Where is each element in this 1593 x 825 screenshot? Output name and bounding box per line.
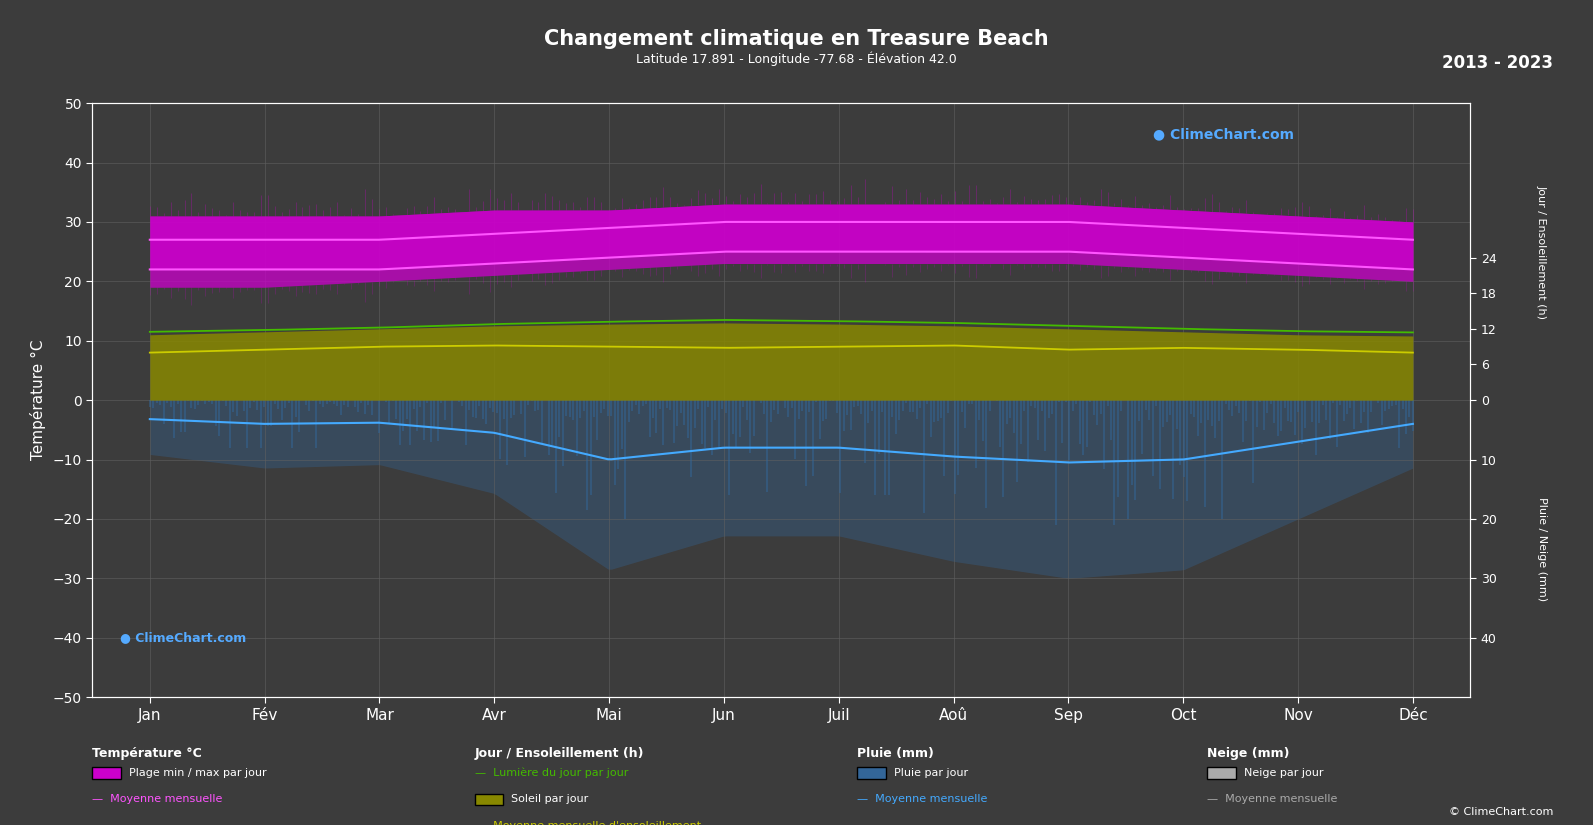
Text: —  Moyenne mensuelle: — Moyenne mensuelle — [1207, 794, 1338, 804]
Text: Soleil par jour: Soleil par jour — [511, 794, 588, 804]
Text: —  Moyenne mensuelle: — Moyenne mensuelle — [92, 794, 223, 804]
Text: Température °C: Température °C — [92, 747, 202, 760]
Text: Jour / Ensoleillement (h): Jour / Ensoleillement (h) — [1537, 185, 1547, 318]
Text: Neige par jour: Neige par jour — [1244, 768, 1324, 778]
Text: Latitude 17.891 - Longitude -77.68 - Élévation 42.0: Latitude 17.891 - Longitude -77.68 - Élé… — [636, 51, 957, 66]
Y-axis label: Température °C: Température °C — [30, 340, 46, 460]
Text: Changement climatique en Treasure Beach: Changement climatique en Treasure Beach — [545, 29, 1048, 49]
Text: ● ClimeChart.com: ● ClimeChart.com — [1153, 127, 1295, 141]
Text: Pluie (mm): Pluie (mm) — [857, 747, 933, 760]
Text: Neige (mm): Neige (mm) — [1207, 747, 1290, 760]
Text: —  Moyenne mensuelle: — Moyenne mensuelle — [857, 794, 988, 804]
Text: Plage min / max par jour: Plage min / max par jour — [129, 768, 266, 778]
Text: Pluie / Neige (mm): Pluie / Neige (mm) — [1537, 497, 1547, 601]
Text: Pluie par jour: Pluie par jour — [894, 768, 969, 778]
Text: 2013 - 2023: 2013 - 2023 — [1442, 54, 1553, 72]
Text: —  Moyenne mensuelle d'ensoleillement: — Moyenne mensuelle d'ensoleillement — [475, 821, 701, 825]
Text: © ClimeChart.com: © ClimeChart.com — [1448, 807, 1553, 817]
Text: —  Lumière du jour par jour: — Lumière du jour par jour — [475, 768, 628, 778]
Text: Jour / Ensoleillement (h): Jour / Ensoleillement (h) — [475, 747, 644, 760]
Text: ● ClimeChart.com: ● ClimeChart.com — [119, 630, 247, 644]
